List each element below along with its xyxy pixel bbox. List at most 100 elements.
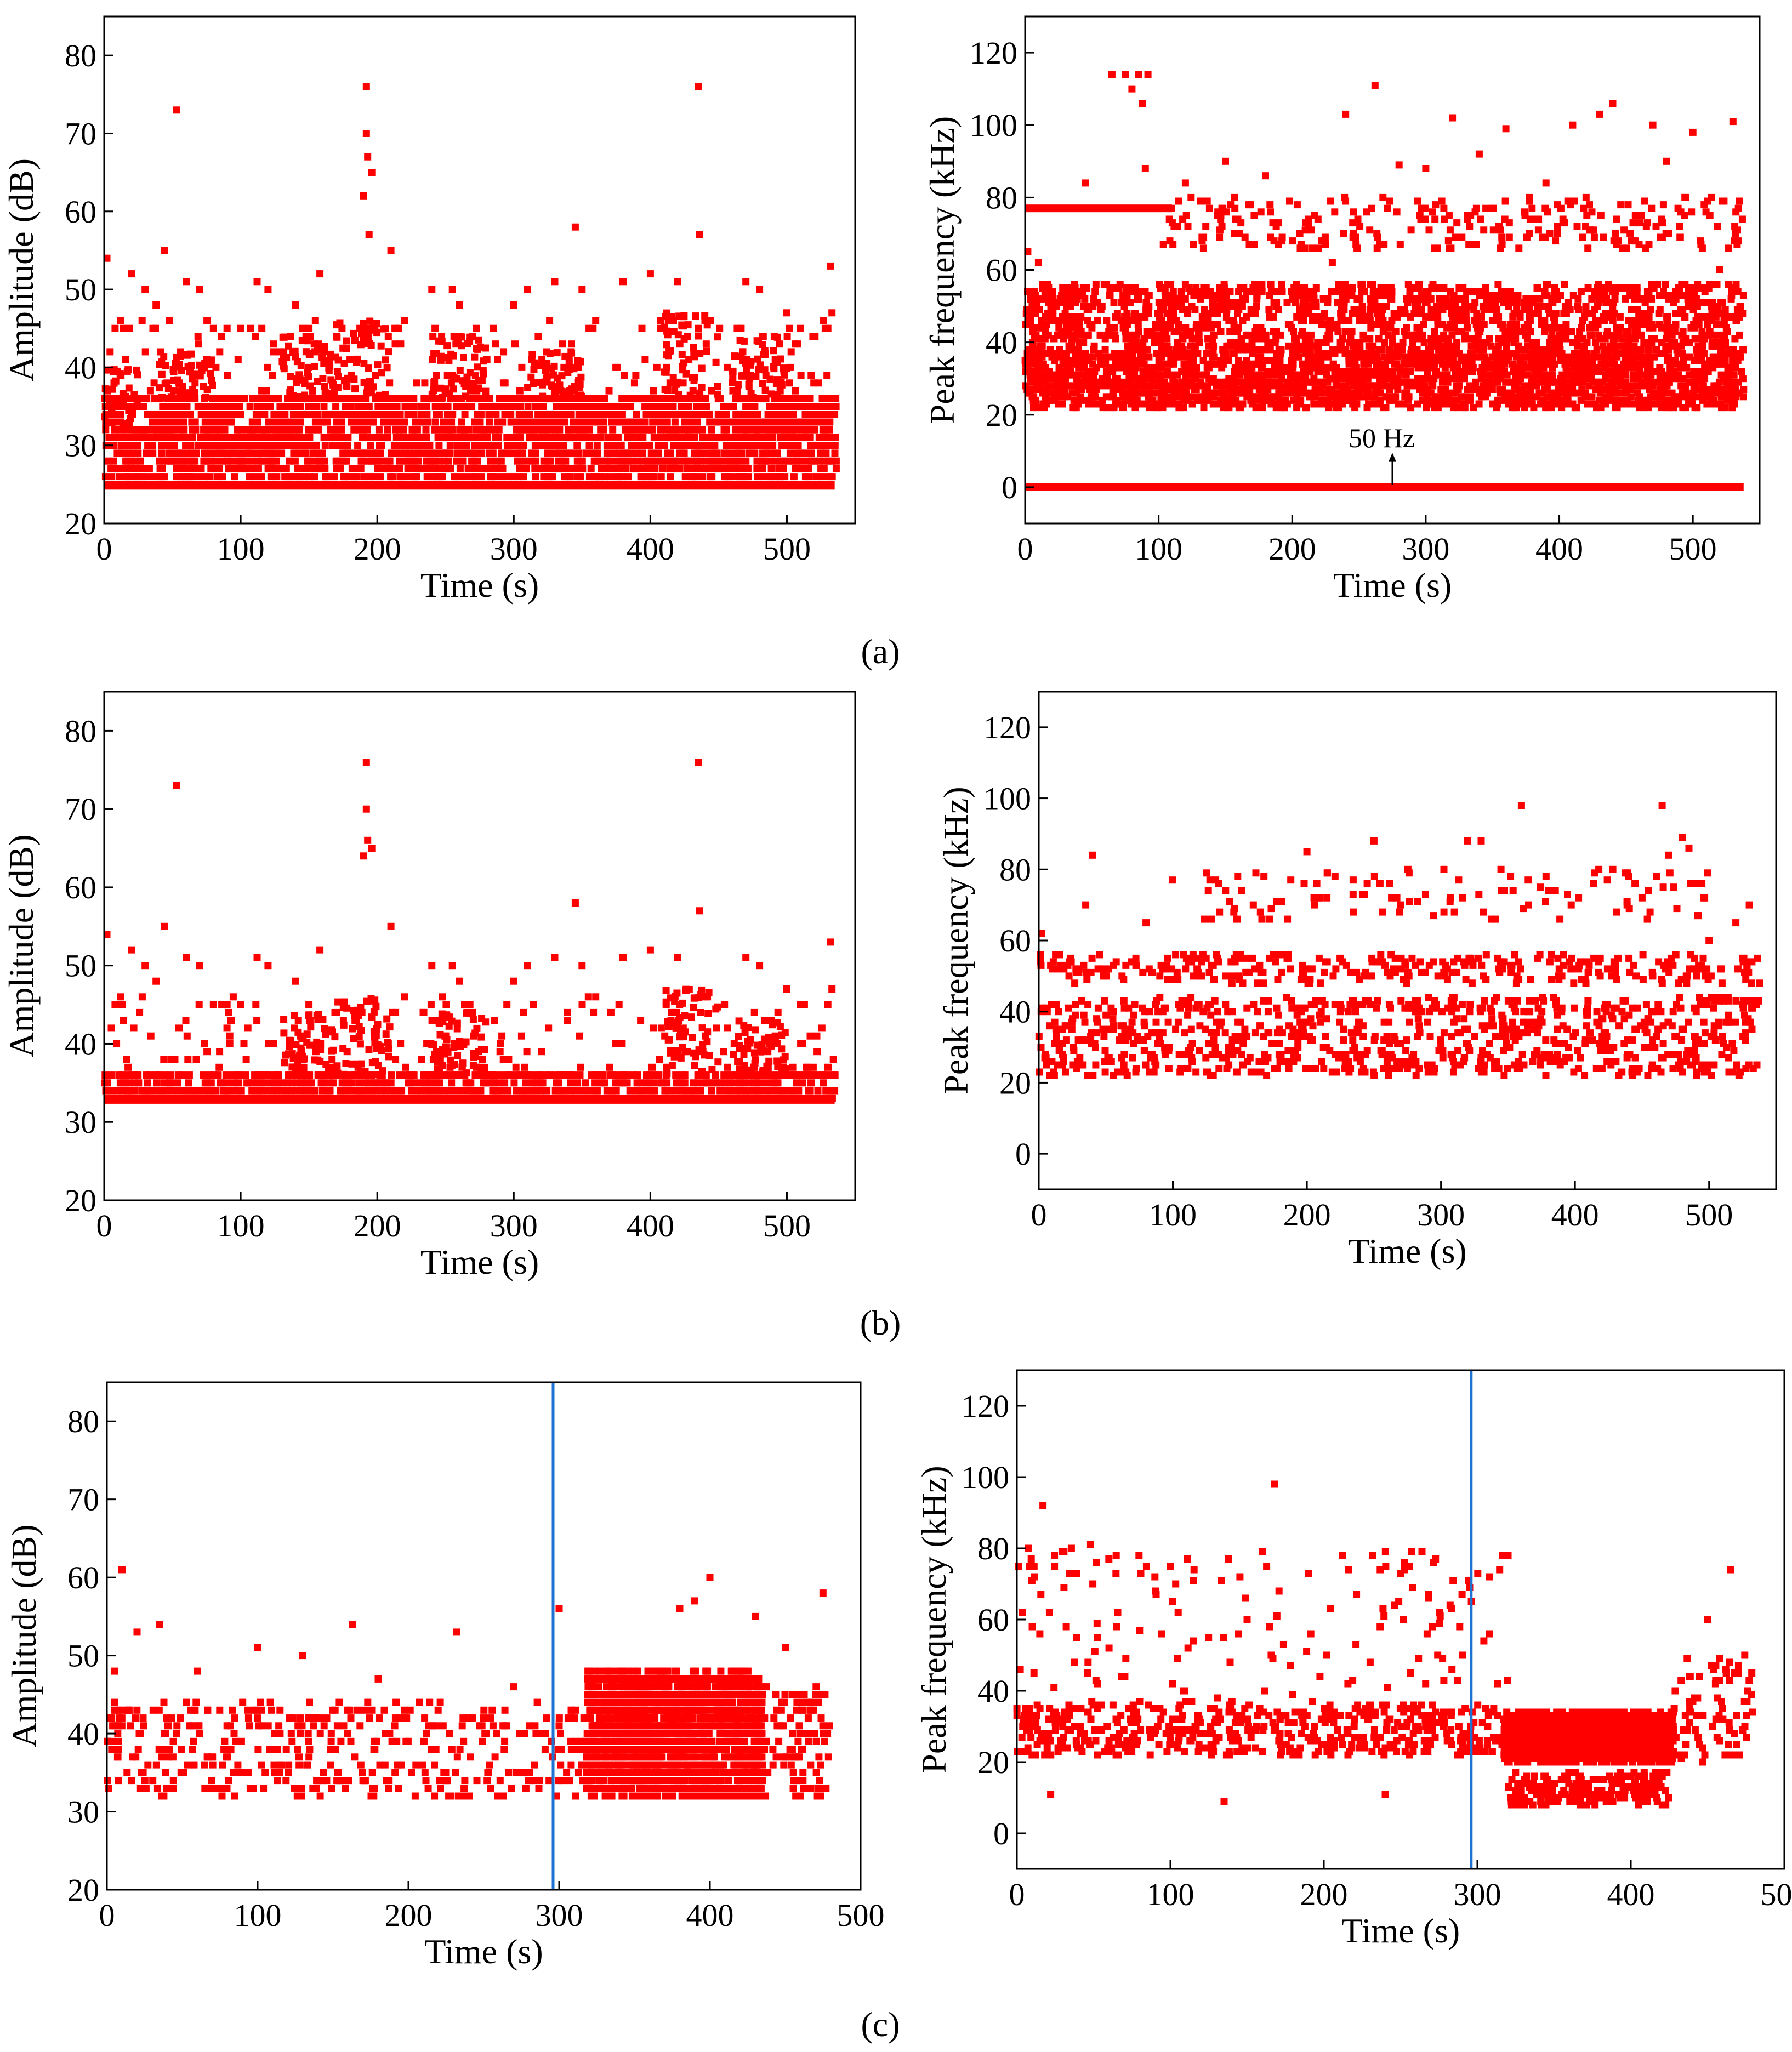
data-point	[1027, 353, 1035, 361]
data-point	[423, 434, 430, 441]
data-point	[1468, 364, 1476, 372]
data-point	[382, 356, 389, 364]
data-point	[1651, 353, 1658, 361]
data-point	[1091, 368, 1099, 375]
data-point	[1656, 393, 1663, 401]
data-point	[1378, 368, 1385, 375]
data-point	[384, 426, 391, 434]
data-point	[448, 418, 456, 426]
data-point	[1210, 400, 1218, 408]
data-point	[755, 426, 763, 434]
data-point	[1299, 360, 1306, 368]
data-point	[150, 379, 158, 387]
data-point	[818, 473, 826, 481]
data-point	[305, 403, 312, 410]
data-point	[1516, 393, 1523, 401]
data-point	[350, 426, 358, 434]
data-point	[192, 426, 200, 434]
data-point	[116, 473, 123, 481]
data-point	[133, 366, 140, 374]
data-point	[811, 426, 818, 434]
data-point	[738, 449, 746, 457]
data-point	[574, 357, 582, 364]
data-point	[1558, 371, 1566, 379]
data-point	[382, 325, 389, 333]
data-point	[282, 465, 290, 472]
data-point	[1340, 396, 1348, 404]
data-point	[253, 395, 260, 402]
data-point	[272, 457, 280, 465]
data-point	[1610, 375, 1618, 383]
data-point	[292, 301, 299, 309]
data-point	[143, 426, 150, 434]
data-point	[264, 286, 272, 293]
data-point	[689, 374, 696, 382]
data-point	[1428, 378, 1436, 386]
data-point	[652, 403, 659, 410]
data-point	[110, 442, 117, 449]
data-point	[266, 395, 274, 402]
data-point	[541, 378, 549, 386]
data-point	[724, 418, 731, 426]
data-point	[571, 363, 579, 371]
data-point	[552, 442, 560, 449]
data-point	[516, 434, 524, 441]
data-point	[1260, 386, 1268, 393]
data-point	[405, 473, 412, 481]
data-point	[617, 442, 625, 449]
data-point	[240, 465, 248, 472]
data-point	[770, 333, 778, 340]
data-point	[443, 342, 451, 350]
data-point	[1710, 400, 1718, 408]
dense-line	[1025, 483, 1744, 491]
data-point	[810, 379, 818, 387]
data-point	[634, 418, 641, 426]
x-axis-title: Time (s)	[420, 566, 539, 605]
data-point	[699, 426, 706, 434]
data-point	[708, 426, 715, 434]
data-point	[663, 403, 670, 410]
data-point	[1681, 386, 1688, 393]
data-point	[1182, 375, 1190, 383]
data-point	[736, 457, 744, 465]
data-point	[713, 449, 721, 457]
data-point	[378, 457, 385, 465]
data-point	[832, 403, 840, 410]
data-point	[352, 473, 360, 481]
data-point	[1376, 396, 1384, 404]
data-point	[519, 449, 526, 457]
data-point	[321, 442, 329, 449]
data-point	[1073, 357, 1081, 364]
data-point	[146, 387, 154, 395]
data-point	[1109, 368, 1117, 375]
data-point	[730, 403, 737, 410]
data-point	[321, 395, 328, 402]
data-point	[657, 418, 665, 426]
data-point	[641, 356, 649, 363]
data-point	[1274, 382, 1282, 390]
data-point	[1072, 404, 1080, 412]
data-point	[524, 403, 532, 410]
data-point	[1432, 371, 1440, 379]
data-point	[1085, 400, 1093, 408]
data-point	[418, 449, 425, 457]
data-point	[524, 286, 531, 293]
data-point	[567, 434, 574, 441]
data-point	[532, 457, 539, 465]
data-point	[1193, 350, 1201, 357]
data-point	[177, 348, 184, 356]
data-point	[348, 372, 355, 379]
data-point	[453, 457, 460, 465]
data-point	[1028, 393, 1036, 401]
data-point	[1199, 357, 1207, 364]
data-point	[1122, 364, 1129, 372]
data-point	[516, 457, 524, 465]
data-point	[764, 411, 772, 418]
data-point	[152, 301, 160, 309]
data-point	[1307, 364, 1315, 372]
data-point	[600, 403, 607, 410]
data-point	[648, 426, 656, 434]
y-tick-label: 40	[65, 350, 96, 385]
data-point	[724, 363, 731, 371]
data-point	[704, 434, 712, 441]
